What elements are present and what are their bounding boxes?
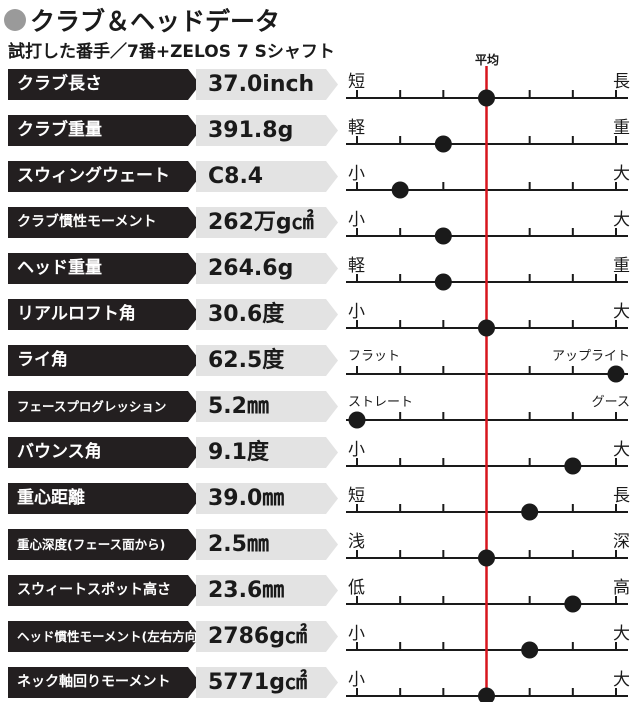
data-point — [478, 687, 495, 702]
data-row: クラブ長さ 37.0inch 短 長 — [0, 67, 640, 113]
scale-low-label: 軽 — [348, 256, 365, 276]
average-label: 平均 — [474, 53, 499, 67]
row-name: クラブ長さ — [8, 69, 200, 100]
data-point — [607, 365, 625, 383]
scale-low-label: 短 — [348, 72, 365, 92]
scale-low-label: 小 — [348, 670, 365, 690]
data-point — [521, 503, 539, 521]
scale-low-label: 小 — [348, 164, 365, 184]
scale-high-label: 大 — [613, 624, 630, 644]
row-value: 5.2㎜ — [196, 391, 338, 422]
scale-low-label: 低 — [348, 578, 365, 598]
row-name: スウィングウェート — [8, 161, 200, 192]
row-name: フェースプログレッション — [8, 391, 200, 422]
row-name: スウィートスポット高さ — [8, 575, 200, 606]
scale-low-label: 浅 — [348, 532, 365, 552]
row-value: 30.6度 — [196, 299, 338, 330]
data-row: クラブ重量 391.8g 軽 重 — [0, 113, 640, 159]
row-name: ヘッド重量 — [8, 253, 200, 284]
scale-low-label: 小 — [348, 210, 365, 230]
data-row: ヘッド重量 264.6g 軽 重 — [0, 251, 640, 297]
row-value: 2.5㎜ — [196, 529, 338, 560]
scale-high-label: 大 — [613, 440, 630, 460]
row-name: ネック軸回りモーメント — [8, 667, 200, 698]
scale-high-label: 高 — [613, 578, 630, 598]
row-value: 5771g㎠ — [196, 667, 338, 698]
row-value: 9.1度 — [196, 437, 338, 468]
scale-low-label: 軽 — [348, 118, 365, 138]
data-point — [564, 457, 582, 475]
scale-low-label: 小 — [348, 624, 365, 644]
scale-high-label: 大 — [613, 302, 630, 322]
row-name: 重心深度(フェース面から) — [8, 529, 200, 560]
data-point — [434, 227, 452, 245]
page-title: クラブ＆ヘッドデータ — [4, 2, 280, 38]
data-row: スウィングウェート C8.4 小 大 — [0, 159, 640, 205]
scale-low-label: ストレート — [348, 395, 414, 410]
scale-high-label: 大 — [613, 210, 630, 230]
row-value: 264.6g — [196, 253, 338, 284]
row-name: ヘッド慣性モーメント(左右方向) — [8, 621, 200, 652]
data-row: バウンス角 9.1度小 大 — [0, 435, 640, 481]
scale-high-label: 重 — [613, 118, 630, 138]
row-name: 重心距離 — [8, 483, 200, 514]
scale-high-label: 重 — [613, 256, 630, 276]
row-value: 39.0㎜ — [196, 483, 338, 514]
scale-high-label: 長 — [613, 72, 630, 92]
row-name: クラブ慣性モーメント — [8, 207, 200, 238]
row-value: 2786g㎠ — [196, 621, 338, 652]
scale-high-label: グース — [591, 395, 630, 410]
row-value: 23.6㎜ — [196, 575, 338, 606]
row-name: クラブ重量 — [8, 115, 200, 146]
data-row: ライ角 62.5度 フラット アップライト — [0, 343, 640, 389]
row-name: リアルロフト角 — [8, 299, 200, 330]
row-name: ライ角 — [8, 345, 200, 376]
row-value: 62.5度 — [196, 345, 338, 376]
scale-high-label: アップライト — [551, 349, 630, 364]
page-title-text: クラブ＆ヘッドデータ — [30, 7, 281, 36]
row-name: バウンス角 — [8, 437, 200, 468]
data-point — [478, 319, 495, 337]
data-point — [391, 181, 409, 199]
data-row: リアルロフト角 30.6度小 大 — [0, 297, 640, 343]
data-row: フェースプログレッション 5.2㎜ ストレート グース — [0, 389, 640, 435]
scale-low-label: 小 — [348, 302, 365, 322]
scale-high-label: 長 — [613, 486, 630, 506]
data-point — [478, 549, 495, 567]
data-point — [348, 411, 366, 429]
row-value: C8.4 — [196, 161, 338, 192]
page-subtitle: 試打した番手／7番+ZELOS 7 Sシャフト — [8, 42, 335, 62]
scale-low-label: 小 — [348, 440, 365, 460]
row-value: 262万g㎠ — [196, 207, 338, 238]
data-point — [564, 595, 582, 613]
row-value: 391.8g — [196, 115, 338, 146]
data-point — [521, 641, 539, 659]
scale-high-label: 大 — [613, 164, 630, 184]
row-value: 37.0inch — [196, 69, 338, 100]
data-point — [478, 89, 495, 107]
scale-low-label: 短 — [348, 486, 365, 506]
data-point — [434, 273, 452, 291]
data-point — [434, 135, 452, 153]
scale-high-label: 大 — [613, 670, 630, 690]
scale-low-label: フラット — [348, 349, 401, 364]
bullet-circle-icon — [4, 9, 26, 31]
scale-high-label: 深 — [613, 532, 630, 552]
